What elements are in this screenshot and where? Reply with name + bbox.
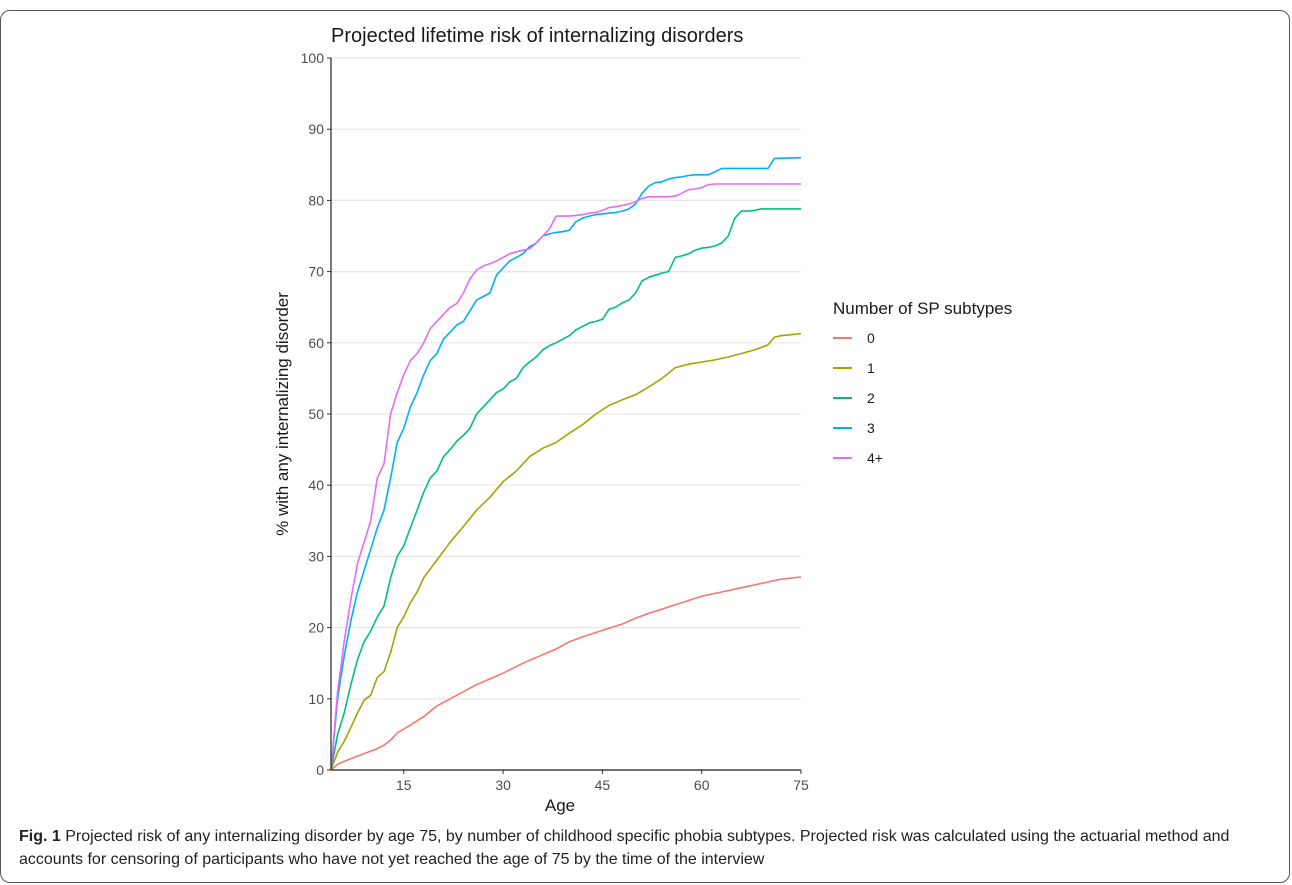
- series-lines: [330, 156, 802, 771]
- caption-text: Projected risk of any internalizing diso…: [19, 828, 1230, 868]
- x-axis-label: Age: [545, 796, 575, 815]
- legend-item: 1: [833, 358, 875, 378]
- legend-key: [833, 397, 852, 399]
- caption-label: Fig. 1: [19, 828, 61, 845]
- legend-label: 2: [867, 390, 875, 406]
- y-tick-label: 80: [308, 192, 324, 208]
- chart-title: Projected lifetime risk of internalizing…: [331, 25, 744, 47]
- legend-key: [833, 427, 852, 429]
- x-tick-label: 30: [495, 777, 511, 793]
- legend-label: 0: [867, 330, 875, 346]
- y-tick-label: 70: [308, 264, 324, 280]
- legend-key: [833, 337, 852, 339]
- legend-item: 0: [833, 328, 875, 348]
- y-tick-label: 50: [308, 406, 324, 422]
- y-tick-label: 90: [308, 121, 324, 137]
- grid-lines: [331, 57, 801, 771]
- legend-label: 1: [867, 360, 875, 376]
- legend-item: 4+: [833, 448, 883, 468]
- x-tick-label: 60: [694, 777, 710, 793]
- y-tick-label: 60: [308, 335, 324, 351]
- y-tick-label: 0: [316, 762, 324, 778]
- figure-frame: [0, 10, 1290, 883]
- y-tick-label: 10: [308, 691, 324, 707]
- x-tick-label: 15: [396, 777, 412, 793]
- legend-item: 2: [833, 388, 875, 408]
- series-line-1: [330, 332, 802, 771]
- y-tick-label: 100: [301, 50, 325, 66]
- y-tick-label: 30: [308, 548, 324, 564]
- y-tick-label: 40: [308, 477, 324, 493]
- legend-key: [833, 367, 852, 369]
- series-line-2: [330, 208, 801, 771]
- legend-key: [833, 457, 852, 459]
- y-axis-label: % with any internalizing disorder: [273, 292, 292, 536]
- series-line-4plus: [330, 183, 801, 771]
- x-tick-label: 75: [793, 777, 809, 793]
- legend-label: 3: [867, 420, 875, 436]
- axes: 0 10 20 30 40 50 60 70 80 90 100 15 30 45 60 75: [301, 50, 809, 793]
- series-line-0: [330, 576, 802, 771]
- series-line-3: [330, 156, 802, 771]
- y-tick-label: 20: [308, 620, 324, 636]
- figure-caption: Fig. 1 Projected risk of any internalizi…: [19, 825, 1279, 871]
- legend-title: Number of SP subtypes: [833, 299, 1013, 318]
- legend-item: 3: [833, 418, 875, 438]
- legend-label: 4+: [867, 450, 883, 466]
- x-tick-label: 45: [595, 777, 611, 793]
